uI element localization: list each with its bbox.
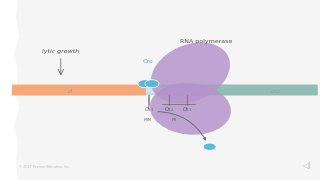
Text: $O_{R1}$: $O_{R1}$: [182, 105, 192, 114]
FancyBboxPatch shape: [12, 85, 147, 96]
Text: ◁): ◁): [303, 161, 312, 170]
Text: cro: cro: [270, 89, 280, 94]
FancyBboxPatch shape: [161, 85, 318, 96]
Circle shape: [138, 80, 152, 88]
FancyArrowPatch shape: [158, 112, 205, 140]
Text: © 2017 Pearson Education, Inc.: © 2017 Pearson Education, Inc.: [19, 165, 70, 169]
Circle shape: [145, 80, 159, 88]
Text: $O_{R3}$: $O_{R3}$: [144, 105, 155, 114]
Text: $P_R$: $P_R$: [171, 116, 178, 124]
Bar: [146, 85, 162, 95]
Ellipse shape: [150, 83, 231, 135]
Ellipse shape: [151, 42, 230, 103]
Text: cl: cl: [68, 89, 73, 94]
Bar: [146, 87, 211, 93]
Text: $P_{RM}$: $P_{RM}$: [143, 116, 153, 124]
Text: $O_{R2}$: $O_{R2}$: [164, 105, 174, 114]
Text: RNA polymerase: RNA polymerase: [180, 39, 233, 44]
Polygon shape: [0, 0, 19, 180]
Text: lytic growth: lytic growth: [42, 49, 79, 54]
Text: Cro: Cro: [143, 59, 154, 64]
Circle shape: [203, 143, 216, 150]
